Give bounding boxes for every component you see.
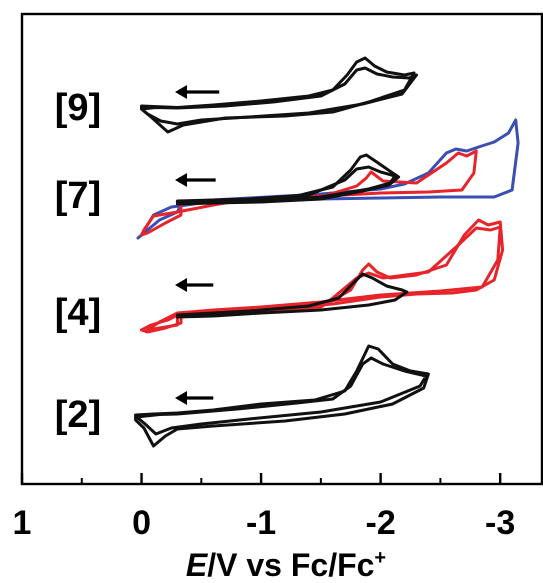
- trace-label-6: [2]: [55, 394, 101, 436]
- x-tick-label-0: 1: [13, 504, 32, 542]
- trace-labels: [9] [7] [4] [2]: [55, 87, 101, 436]
- cv-curve-0-cycle-1: [140, 66, 418, 126]
- cv-curve-6-cycle-1: [135, 356, 428, 436]
- scan-arrow-6: [175, 391, 214, 405]
- cv-curve-1-cycle-0: [136, 118, 520, 240]
- x-axis-title-symbol: E: [186, 547, 209, 583]
- scan-arrow-3: [175, 173, 216, 187]
- x-axis-title-text: /V vs Fc/Fc: [207, 547, 374, 583]
- x-tick-label-3: -2: [366, 504, 396, 542]
- trace-label-0: [9]: [55, 87, 101, 129]
- trace-label-1: [7]: [55, 175, 101, 217]
- x-axis-title-superscript: +: [374, 547, 386, 569]
- x-tick-label-4: -3: [485, 504, 515, 542]
- x-axis: 1 0 -1 -2 -3: [13, 473, 515, 542]
- x-tick-label-1: 0: [132, 504, 151, 542]
- scan-arrow-4: [175, 278, 214, 292]
- x-axis-title: E/V vs Fc/Fc+: [186, 547, 386, 583]
- scan-direction-arrows: [175, 85, 220, 405]
- cv-curve-3-cycle-1: [175, 165, 397, 205]
- cv-curve-5-cycle-0: [175, 272, 409, 319]
- cv-curve-2-cycle-0: [140, 149, 478, 237]
- trace-label-4: [4]: [55, 292, 101, 334]
- scan-arrow-0: [175, 85, 220, 99]
- cv-curve-4-cycle-0: [140, 218, 505, 334]
- plot-frame: [20, 12, 543, 486]
- voltammogram-curves: [134, 56, 520, 448]
- x-tick-label-2: -1: [246, 504, 276, 542]
